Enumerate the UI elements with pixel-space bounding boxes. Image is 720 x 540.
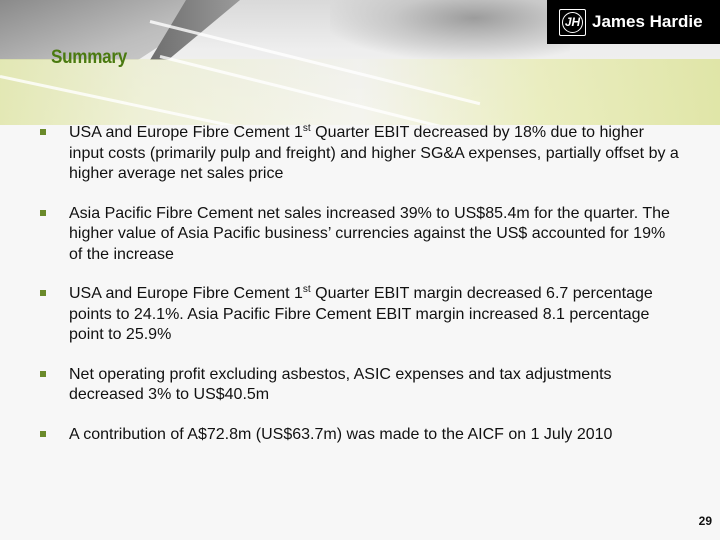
text-line: points to 24.1%. Asia Pacific Fibre Ceme… xyxy=(69,305,653,326)
text-segment: higher value of Asia Pacific business’ c… xyxy=(69,225,666,242)
text-segment: of the increase xyxy=(69,245,174,263)
text-segment: input costs (primarily pulp and freight)… xyxy=(69,144,679,162)
bullet-text: A contribution of A$72.8m (US$63.7m) was… xyxy=(69,425,612,446)
jh-logo-icon: JH xyxy=(559,8,586,36)
square-bullet-icon xyxy=(40,370,46,377)
text-segment: USA and Europe Fibre Cement 1 xyxy=(69,285,303,302)
text-line: USA and Europe Fibre Cement 1st Quarter … xyxy=(69,284,653,305)
text-segment: Asia Pacific Fibre Cement net sales incr… xyxy=(69,204,670,222)
bullet-text: USA and Europe Fibre Cement 1st Quarter … xyxy=(69,284,653,346)
text-line: A contribution of A$72.8m (US$63.7m) was… xyxy=(69,425,612,446)
bullet-item: USA and Europe Fibre Cement 1st Quarter … xyxy=(40,123,700,185)
text-line: Net operating profit excluding asbestos,… xyxy=(69,365,612,386)
page-number: 29 xyxy=(698,514,712,528)
bullet-item: Asia Pacific Fibre Cement net sales incr… xyxy=(40,204,700,266)
text-line: decreased 3% to US$40.5m xyxy=(69,385,612,406)
square-bullet-icon xyxy=(40,209,46,216)
square-bullet-icon xyxy=(40,129,46,135)
superscript: st xyxy=(302,123,311,134)
text-segment: higher average net sales price xyxy=(69,165,284,182)
logo-text: James Hardie xyxy=(592,12,703,31)
text-segment: Quarter EBIT margin decreased 6.7 percen… xyxy=(310,285,653,302)
text-line: of the increase xyxy=(69,245,670,266)
square-bullet-icon xyxy=(40,430,46,437)
text-segment: point to 25.9% xyxy=(69,326,172,343)
bullet-text: USA and Europe Fibre Cement 1st Quarter … xyxy=(69,123,679,185)
text-line: point to 25.9% xyxy=(69,325,653,346)
bullet-item: A contribution of A$72.8m (US$63.7m) was… xyxy=(40,425,700,446)
text-segment: Quarter EBIT decreased by 18% due to hig… xyxy=(310,124,644,141)
text-segment: A contribution of A$72.8m (US$63.7m) was… xyxy=(69,425,613,443)
text-segment: USA and Europe Fibre Cement 1 xyxy=(69,124,303,141)
text-segment: points to 24.1%. Asia Pacific Fibre Ceme… xyxy=(69,305,650,323)
text-segment: Net operating profit excluding asbestos,… xyxy=(69,365,612,383)
text-line: Asia Pacific Fibre Cement net sales incr… xyxy=(69,204,670,225)
bullet-list: USA and Europe Fibre Cement 1st Quarter … xyxy=(40,123,700,464)
superscript: st xyxy=(302,284,311,295)
james-hardie-logo: JH James Hardie xyxy=(547,0,720,44)
cloud-image xyxy=(330,0,570,60)
bullet-item: Net operating profit excluding asbestos,… xyxy=(40,365,700,406)
slide-title: Summary xyxy=(51,47,128,68)
text-line: higher average net sales price xyxy=(69,164,679,185)
square-bullet-icon xyxy=(40,290,46,296)
green-band xyxy=(0,59,720,125)
text-line: input costs (primarily pulp and freight)… xyxy=(69,144,679,165)
text-segment: decreased 3% to US$40.5m xyxy=(69,386,270,403)
bullet-item: USA and Europe Fibre Cement 1st Quarter … xyxy=(40,284,700,346)
text-line: USA and Europe Fibre Cement 1st Quarter … xyxy=(69,123,679,144)
bullet-text: Net operating profit excluding asbestos,… xyxy=(69,365,612,406)
bullet-text: Asia Pacific Fibre Cement net sales incr… xyxy=(69,204,670,266)
text-line: higher value of Asia Pacific business’ c… xyxy=(69,224,670,245)
